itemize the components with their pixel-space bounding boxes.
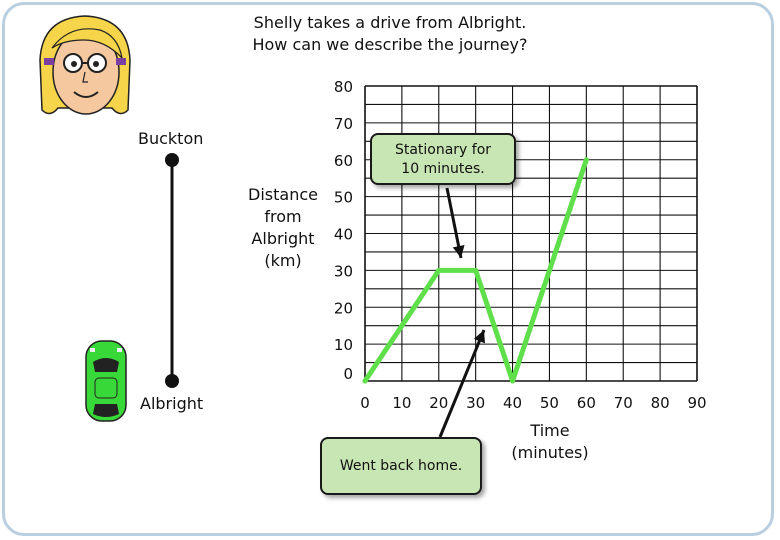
- slide-title: Shelly takes a drive from Albright. How …: [230, 12, 550, 56]
- chart-tick-labels: 0 10 20 30 40 50 60 70 80 90 0 10 20 30 40 50 60 70 80: [334, 78, 707, 412]
- x-tick-label: 0: [360, 394, 370, 412]
- x-axis-label-line: (minutes): [511, 443, 589, 462]
- callout-went-back: Went back home.: [320, 437, 482, 495]
- y-tick-label: 50: [334, 189, 353, 207]
- x-axis-label: Time (minutes): [495, 420, 605, 464]
- x-tick-label: 90: [687, 394, 706, 412]
- x-tick-label: 30: [466, 394, 485, 412]
- x-tick-label: 70: [614, 394, 633, 412]
- x-tick-label: 40: [503, 394, 522, 412]
- series-point: [436, 267, 442, 273]
- callout-arrows: [438, 187, 486, 438]
- place-label-albright: Albright: [140, 394, 204, 413]
- y-axis-label-line: (km): [264, 251, 302, 270]
- callout-stationary-line-2: 10 minutes.: [401, 161, 485, 177]
- arrow-went-back: [438, 329, 486, 438]
- x-tick-label: 20: [429, 394, 448, 412]
- chart-series: [362, 157, 589, 384]
- y-tick-label: 0: [343, 365, 353, 383]
- y-tick-label: 80: [334, 78, 353, 96]
- title-line-2: How can we describe the journey?: [252, 35, 528, 54]
- y-tick-label: 30: [334, 262, 353, 280]
- x-tick-label: 60: [577, 394, 596, 412]
- y-tick-label: 20: [334, 299, 353, 317]
- y-tick-label: 70: [334, 115, 353, 133]
- series-point: [510, 378, 516, 384]
- y-tick-label: 60: [334, 152, 353, 170]
- series-point: [362, 378, 368, 384]
- arrow-went-back-head: [473, 330, 485, 344]
- title-line-1: Shelly takes a drive from Albright.: [253, 13, 527, 32]
- y-tick-label: 40: [334, 226, 353, 244]
- series-point: [473, 267, 479, 273]
- chart-grid: [364, 85, 698, 382]
- x-tick-label: 50: [540, 394, 559, 412]
- arrow-stationary-head: [452, 245, 465, 258]
- x-axis-label-line: Time: [530, 421, 570, 440]
- x-tick-label: 10: [392, 394, 411, 412]
- y-tick-label: 10: [334, 336, 353, 354]
- place-label-buckton: Buckton: [138, 129, 204, 148]
- callout-stationary-line-1: Stationary for: [394, 142, 492, 158]
- x-tick-label: 80: [651, 394, 670, 412]
- y-axis-label-line: Albright: [251, 229, 315, 248]
- y-axis-label: Distance from Albright (km): [238, 184, 328, 272]
- callout-stationary: Stationary for 10 minutes.: [370, 133, 516, 185]
- series-point: [583, 157, 589, 163]
- y-axis-label-line: from: [264, 207, 302, 226]
- slide-frame: [2, 2, 774, 536]
- y-axis-label-line: Distance: [248, 185, 318, 204]
